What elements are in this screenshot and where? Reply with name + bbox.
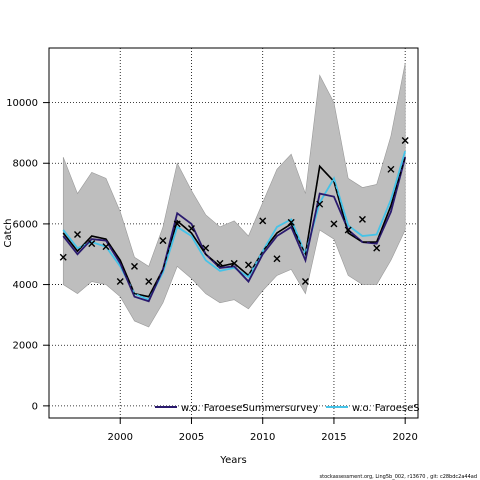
observed-point-2006 <box>202 244 210 252</box>
observed-point-2013 <box>301 278 309 286</box>
observed-point-2002 <box>145 278 153 286</box>
axis-ticks: 2000 2005 2010 2015 2020 0 2000 4000 6000 8000 100… <box>6 98 418 443</box>
observed-point-2008 <box>230 259 238 267</box>
footer-text: stockassessment.org, Ling5b_002, r13670 … <box>320 474 477 480</box>
legend: w.o. FaroeseSummersurvey w.o. FaroeseS <box>155 403 420 414</box>
base-fit-dashed-line <box>62 157 406 298</box>
y-axis-title: Catch <box>3 219 14 248</box>
observed-point-2016 <box>344 226 352 234</box>
observed-point-2005 <box>187 224 195 232</box>
observed-point-2009 <box>244 261 252 269</box>
observed-point-2015 <box>330 220 338 228</box>
y-tick-label-0: 0 <box>32 401 38 412</box>
legend-label-faroese-s: w.o. FaroeseS <box>352 403 420 414</box>
observed-point-2019 <box>387 165 395 173</box>
x-tick-label-2005: 2005 <box>179 432 204 443</box>
observed-point-2012 <box>287 218 295 226</box>
observed-point-2010 <box>259 217 267 225</box>
confidence-band-area <box>62 63 406 328</box>
observed-point-2018 <box>373 244 381 252</box>
observed-point-1996 <box>59 253 67 261</box>
y-tick-label-8000: 8000 <box>13 159 38 170</box>
observed-point-1998 <box>88 240 96 248</box>
plot-frame <box>48 47 419 419</box>
y-tick-label-4000: 4000 <box>13 280 38 291</box>
x-tick-label-2015: 2015 <box>321 432 346 443</box>
observed-point-2011 <box>273 255 281 263</box>
observed-point-2004 <box>173 220 181 228</box>
observed-point-2014 <box>316 200 324 208</box>
x-tick-label-2020: 2020 <box>392 432 417 443</box>
observed-point-2020 <box>401 137 409 144</box>
observed-point-2007 <box>216 259 224 267</box>
y-tick-label-2000: 2000 <box>13 341 38 352</box>
x-tick-label-2000: 2000 <box>108 432 133 443</box>
y-tick-label-6000: 6000 <box>13 219 38 230</box>
confidence-band <box>62 63 406 328</box>
observed-point-2001 <box>130 262 138 270</box>
observed-point-1999 <box>102 243 110 251</box>
observed-points <box>59 137 409 286</box>
y-tick-label-10000: 10000 <box>6 98 38 109</box>
observed-point-2017 <box>358 215 366 223</box>
observed-point-2000 <box>116 278 124 286</box>
x-tick-label-2010: 2010 <box>250 432 275 443</box>
x-axis-title: Years <box>219 455 246 466</box>
observed-point-2003 <box>159 237 167 245</box>
observed-point-1997 <box>73 231 81 239</box>
legend-label-faroese-summersurvey: w.o. FaroeseSummersurvey <box>181 403 318 414</box>
series-line-faroese-s <box>62 150 407 301</box>
